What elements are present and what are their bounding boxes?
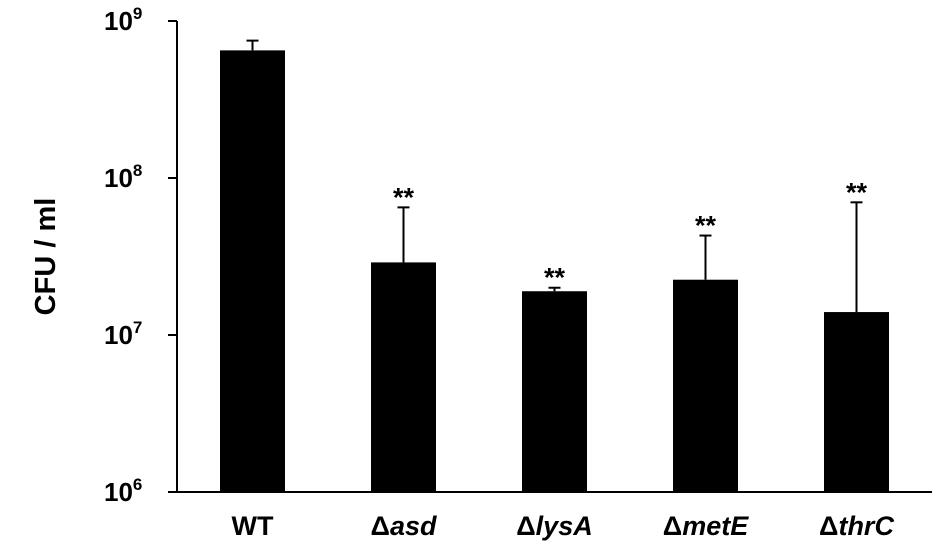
y-tick-label-base: 10 xyxy=(104,6,133,36)
y-tick-label: 109 xyxy=(104,4,142,36)
y-tick-label-exponent: 8 xyxy=(133,161,142,180)
significance-label: ** xyxy=(846,177,868,207)
x-tick-label: ΔlysA xyxy=(516,511,592,541)
x-tick-label: ΔthrC xyxy=(819,511,894,541)
x-tick-label-text: WT xyxy=(232,511,274,541)
y-tick-label-exponent: 7 xyxy=(133,318,142,337)
significance-label: ** xyxy=(544,263,566,293)
y-axis-label: CFU / ml xyxy=(30,198,62,316)
bar xyxy=(220,50,285,492)
y-tick-label-base: 10 xyxy=(104,320,133,350)
x-tick-label: Δasd xyxy=(371,511,437,541)
x-tick-label-gene: asd xyxy=(390,511,437,541)
bar xyxy=(824,312,889,492)
y-tick-label-base: 10 xyxy=(104,477,133,507)
bar xyxy=(522,291,587,492)
significance-label: ** xyxy=(393,182,415,212)
bar xyxy=(371,262,436,492)
y-tick-label-exponent: 9 xyxy=(133,4,142,23)
x-tick-label-prefix: Δ xyxy=(663,511,682,541)
y-tick-label: 106 xyxy=(104,475,142,507)
x-tick-label-gene: metE xyxy=(682,511,749,541)
x-tick-label: ΔmetE xyxy=(663,511,749,541)
x-tick-label-prefix: Δ xyxy=(371,511,390,541)
y-axis-label-group: CFU / ml xyxy=(30,198,62,316)
y-tick-label: 108 xyxy=(104,161,142,193)
x-tick-label-gene: thrC xyxy=(838,511,894,541)
plot-area: 106107108109WT**Δasd**ΔlysA**ΔmetE**Δthr… xyxy=(104,4,932,541)
bar xyxy=(673,279,738,492)
x-tick-label: WT xyxy=(232,511,274,541)
y-tick-label-base: 10 xyxy=(104,163,133,193)
y-tick-label: 107 xyxy=(104,318,142,350)
significance-label: ** xyxy=(695,211,717,241)
x-tick-label-prefix: Δ xyxy=(819,511,838,541)
x-tick-label-prefix: Δ xyxy=(516,511,535,541)
y-tick-label-exponent: 6 xyxy=(133,475,142,494)
x-tick-label-gene: lysA xyxy=(536,511,593,541)
